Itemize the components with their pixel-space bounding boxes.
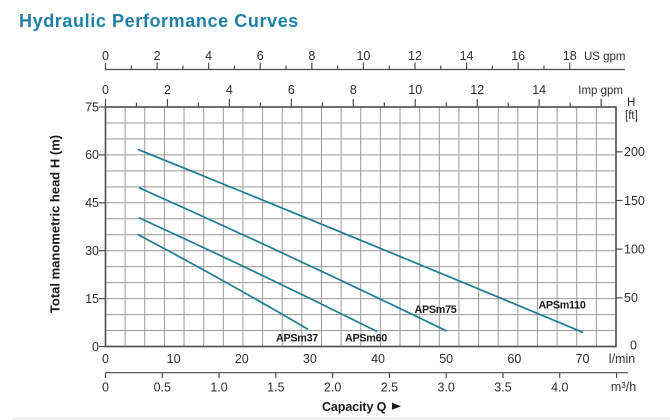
svg-text:US gpm: US gpm [584, 51, 626, 63]
svg-text:100: 100 [624, 242, 645, 256]
svg-text:4.0: 4.0 [551, 381, 568, 395]
svg-text:10: 10 [167, 352, 181, 366]
svg-text:Total manometric head H (m): Total manometric head H (m) [48, 135, 63, 313]
svg-text:2: 2 [154, 49, 161, 63]
svg-text:0: 0 [102, 352, 109, 366]
svg-text:8: 8 [350, 83, 357, 97]
svg-text:200: 200 [624, 145, 645, 159]
svg-text:12: 12 [408, 49, 422, 63]
svg-text:0: 0 [102, 381, 109, 395]
svg-text:10: 10 [408, 83, 422, 97]
svg-text:14: 14 [460, 49, 474, 63]
svg-text:16: 16 [511, 49, 525, 63]
svg-text:50: 50 [624, 291, 638, 305]
svg-text:40: 40 [371, 352, 385, 366]
svg-text:45: 45 [85, 196, 99, 210]
svg-text:60: 60 [85, 148, 99, 162]
svg-text:10: 10 [356, 49, 370, 63]
svg-text:0: 0 [630, 338, 637, 352]
svg-text:1.0: 1.0 [210, 381, 227, 395]
svg-text:14: 14 [532, 83, 546, 97]
svg-text:l/min: l/min [609, 352, 635, 366]
svg-text:2.5: 2.5 [381, 381, 398, 395]
svg-text:APSm110: APSm110 [538, 300, 585, 312]
svg-text:APSm37: APSm37 [276, 333, 318, 345]
svg-text:Imp gpm: Imp gpm [578, 85, 623, 97]
svg-text:3.0: 3.0 [438, 381, 455, 395]
svg-text:50: 50 [439, 352, 453, 366]
svg-text:60: 60 [507, 352, 521, 366]
svg-text:6: 6 [257, 49, 264, 63]
svg-text:Capacity Q: Capacity Q [322, 400, 387, 414]
svg-text:H: H [627, 97, 635, 109]
svg-text:APSm60: APSm60 [345, 333, 387, 345]
svg-text:0.5: 0.5 [154, 381, 171, 395]
svg-text:8: 8 [308, 49, 315, 63]
svg-text:0: 0 [102, 83, 109, 97]
svg-text:4: 4 [226, 83, 233, 97]
svg-text:30: 30 [303, 352, 317, 366]
svg-text:2: 2 [164, 83, 171, 97]
svg-text:3.5: 3.5 [494, 381, 511, 395]
svg-text:1.5: 1.5 [267, 381, 284, 395]
svg-text:30: 30 [85, 244, 99, 258]
svg-text:[ft]: [ft] [625, 110, 638, 122]
svg-text:75: 75 [85, 100, 99, 114]
svg-text:12: 12 [470, 83, 484, 97]
svg-text:0: 0 [92, 340, 99, 354]
svg-text:6: 6 [288, 83, 295, 97]
svg-text:0: 0 [102, 49, 109, 63]
svg-text:APSm75: APSm75 [414, 304, 456, 316]
svg-text:15: 15 [85, 292, 99, 306]
svg-text:18: 18 [563, 49, 577, 63]
svg-text:2.0: 2.0 [324, 381, 341, 395]
svg-text:70: 70 [576, 352, 590, 366]
svg-text:4: 4 [205, 49, 212, 63]
svg-text:150: 150 [624, 194, 645, 208]
svg-text:20: 20 [235, 352, 249, 366]
svg-text:m3/h: m3/h [611, 380, 636, 394]
